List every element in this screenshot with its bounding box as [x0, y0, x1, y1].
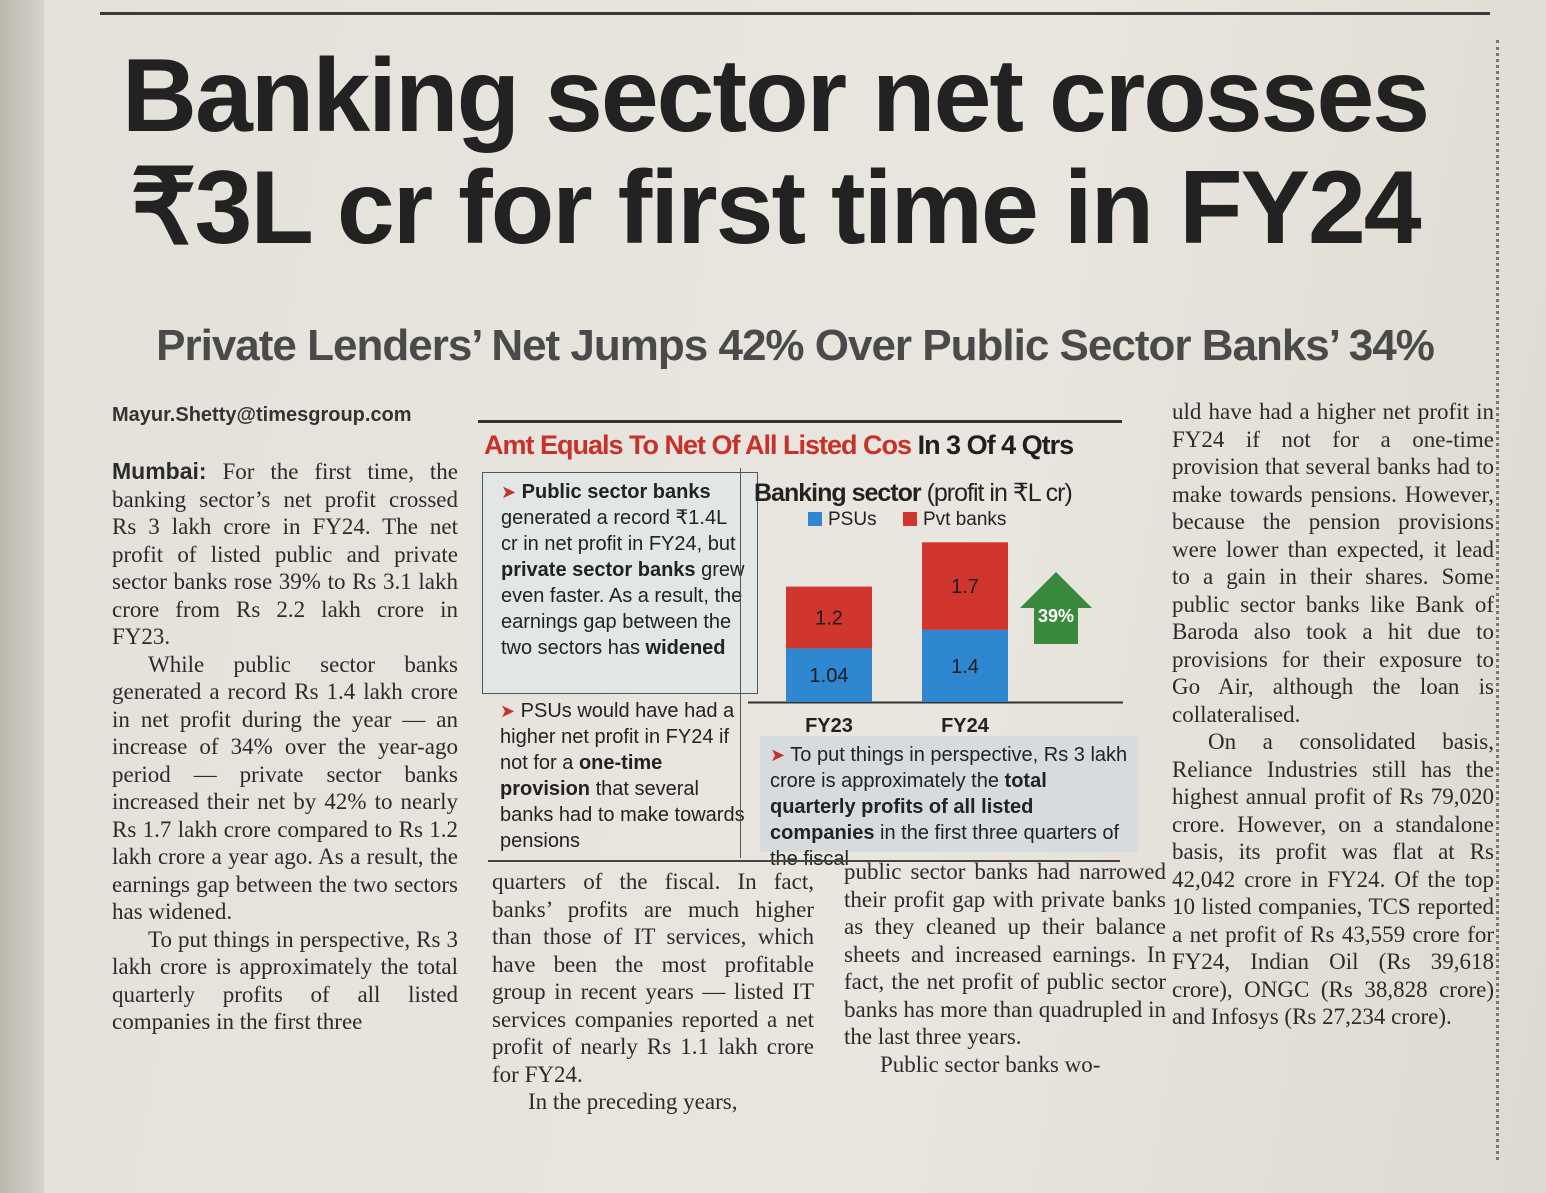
bar-fy24-psus — [922, 629, 1008, 702]
paragraph: On a consolidated basis, Reliance Indust… — [1172, 729, 1494, 1029]
callout-bold: private sector banks — [501, 559, 696, 581]
category-label: FY24 — [941, 715, 990, 736]
page-fold-shadow — [0, 0, 44, 1193]
paragraph: While public sector banks generated a re… — [112, 651, 458, 925]
top-rule — [100, 12, 1490, 15]
growth-label: 39% — [1038, 606, 1074, 626]
callout-text: To put things in perspective, Rs 3 lakh … — [770, 744, 1128, 792]
dateline: Mumbai: — [112, 458, 207, 484]
paragraph: To put things in perspective, Rs 3 lakh … — [112, 926, 458, 1035]
headline: Banking sector net crosses ₹3L cr for fi… — [60, 40, 1490, 264]
infographic-bottom-rule — [488, 860, 1120, 862]
callout-bold: Public sector banks — [521, 481, 711, 503]
chart-title: Banking sector (profit in ₹L cr) — [754, 478, 1114, 508]
callout-psu-provision: ➤ PSUs would have had a higher net profi… — [482, 694, 756, 858]
legend-swatch-pvt-banks — [903, 512, 917, 526]
infographic: Amt Equals To Net Of All Listed Cos In 3… — [478, 420, 1144, 870]
callout-public-sector: ➤ Public sector banks generated a record… — [482, 472, 758, 694]
callout-perspective: ➤ To put things in perspective, Rs 3 lak… — [760, 736, 1138, 870]
category-label: FY23 — [805, 715, 853, 736]
infographic-title-dark: In 3 Of 4 Qtrs — [917, 430, 1075, 460]
callout-text: generated a record ₹1.4L cr in net profi… — [501, 507, 736, 555]
chart-title-unit: (profit in ₹L cr) — [926, 479, 1073, 507]
byline: Mayur.Shetty@timesgroup.com — [112, 404, 412, 426]
chart-title-main: Banking sector — [754, 479, 922, 507]
callout-bold: one-time provision — [500, 752, 663, 800]
callout-bold: total quarterly profits of all listed co… — [770, 770, 1047, 844]
pointer-arrow-icon: ➤ — [770, 745, 786, 765]
callout-text: PSUs would have had a higher net profit … — [500, 700, 735, 774]
data-label: 1.2 — [815, 608, 843, 630]
paragraph: In the preceding years, — [528, 1089, 738, 1114]
article-column-2: quarters of the fiscal. In fact, banks’ … — [492, 868, 814, 1116]
subheadline: Private Lenders’ Net Jumps 42% Over Publ… — [156, 321, 1435, 370]
infographic-title-red: Amt Equals To Net Of All Listed Cos — [484, 430, 912, 460]
article-column-4: uld have had a higher net profit in FY24… — [1172, 398, 1494, 1031]
callout-text: grew even faster. As a result, the earni… — [501, 559, 745, 659]
bar-fy23-psus — [786, 648, 872, 702]
pointer-arrow-icon: ➤ — [501, 482, 517, 502]
legend-label: Pvt banks — [923, 509, 1006, 530]
column-dotted-separator — [1496, 40, 1499, 1160]
pointer-arrow-icon: ➤ — [500, 701, 516, 721]
paragraph: Public sector banks wo- — [880, 1051, 1101, 1077]
infographic-divider — [740, 468, 741, 858]
headline-line-2: ₹3L cr for first time in FY24 — [130, 150, 1421, 266]
data-label: 1.7 — [951, 576, 979, 598]
callout-bold: widened — [645, 637, 726, 659]
headline-line-1: Banking sector net crosses — [121, 38, 1430, 154]
data-label: 1.4 — [951, 656, 979, 678]
paragraph-text: For the first time, the banking sector’s… — [112, 459, 458, 649]
bar-fy23-pvt — [786, 586, 872, 649]
callout-text: that several banks had to make towards p… — [500, 778, 745, 852]
paragraph: quarters of the fiscal. In fact, banks’ … — [492, 869, 814, 1087]
callout-text: in the first three quarters of the fisca… — [770, 822, 1120, 870]
article-column-1: Mumbai: For the first time, the banking … — [112, 458, 458, 1036]
paragraph: public sector banks had narrowed their p… — [844, 859, 1166, 1049]
infographic-title: Amt Equals To Net Of All Listed Cos In 3… — [484, 430, 1124, 461]
infographic-top-rule — [478, 420, 1122, 423]
stacked-bar-chart: PSUs Pvt banks 1.04 1.2 FY23 1.4 1.7 FY24 39% — [748, 509, 1123, 736]
paragraph: Mumbai: For the first time, the banking … — [112, 458, 458, 651]
legend-label: PSUs — [828, 509, 877, 530]
growth-arrow-icon — [1020, 572, 1092, 644]
data-label: 1.04 — [810, 665, 849, 687]
bar-fy24-pvt — [922, 542, 1008, 630]
article-column-3: public sector banks had narrowed their p… — [844, 858, 1166, 1078]
paragraph: uld have had a higher net profit in FY24… — [1172, 399, 1494, 727]
legend-swatch-psus — [808, 512, 822, 526]
